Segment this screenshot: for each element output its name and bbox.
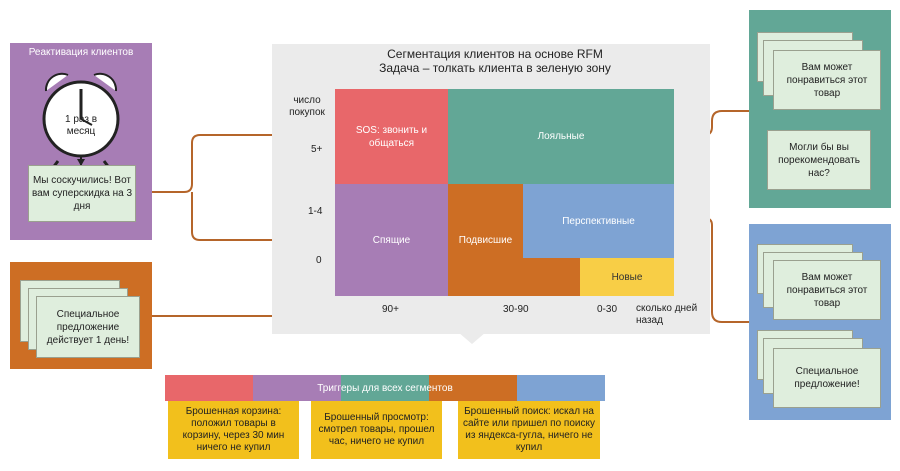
panel-pointer <box>458 332 486 344</box>
trigger-abandoned-search: Брошенный поиск: искал на сайте или приш… <box>458 401 600 459</box>
feedback-message-2: Могли бы вы порекомендовать нас? <box>767 130 871 190</box>
segment-loyal: Лояльные <box>448 89 674 184</box>
arrow-to-sos <box>152 131 331 193</box>
reactivation-panel: Реактивация клиентов 1 раз в месяц Мы со… <box>10 43 152 240</box>
trigger-strip-hanging <box>429 375 517 401</box>
trigger-strip-sos <box>165 375 253 401</box>
segment-hanging-extension <box>523 258 580 296</box>
special-offer-message: Специальное предложение действует 1 день… <box>36 296 140 358</box>
trigger-strip-loyal <box>341 375 429 401</box>
promo-message-1: Вам может понравиться этот товар <box>773 260 881 320</box>
feedback-message-1: Вам может понравиться этот товар <box>773 50 881 110</box>
y-axis-title: число покупок <box>289 95 325 118</box>
arrow-to-sleeping <box>191 192 331 244</box>
trigger-abandoned-view: Брошенный просмотр: смотрел товары, прош… <box>311 401 442 459</box>
matrix-title: Сегментация клиентов на основе RFM <box>387 47 603 61</box>
y-tick-1-4: 1-4 <box>308 206 323 217</box>
x-tick-0-30: 0-30 <box>597 304 618 315</box>
reactivation-title: Реактивация клиентов <box>28 47 134 58</box>
triggers-title: Триггеры для всех сегментов <box>317 382 453 394</box>
segment-new: Новые <box>580 258 674 296</box>
segment-sos: SOS: звонить и общаться <box>335 89 448 184</box>
x-axis-title: сколько дней назад <box>636 303 698 326</box>
x-tick-90plus: 90+ <box>382 304 399 315</box>
trigger-strip-promising <box>517 375 605 401</box>
trigger-strip-sleeping <box>253 375 341 401</box>
segment-sleeping: Спящие <box>335 184 448 296</box>
special-offer-panel: Специальное предложение действует 1 день… <box>10 262 152 369</box>
segment-hanging: Подвисшие <box>448 184 523 296</box>
x-tick-30-90: 30-90 <box>503 304 529 315</box>
reactivation-message: Мы соскучились! Вот вам суперскидка на 3… <box>28 165 136 222</box>
feedback-panel: Вам может понравиться этот товар Могли б… <box>749 10 891 208</box>
promo-panel: Вам может понравиться этот товар Специал… <box>749 224 891 420</box>
promo-message-2: Специальное предложение! <box>773 348 881 408</box>
clock-frequency-label: 1 раз в месяц <box>64 114 98 137</box>
segment-promising: Перспективные <box>523 184 674 258</box>
alarm-clock-icon <box>42 72 120 170</box>
y-tick-5plus: 5+ <box>311 144 323 155</box>
matrix-subtitle: Задача – толкать клиента в зеленую зону <box>379 61 611 75</box>
trigger-abandoned-cart: Брошенная корзина: положил товары в корз… <box>168 401 299 459</box>
y-tick-0: 0 <box>316 255 322 266</box>
